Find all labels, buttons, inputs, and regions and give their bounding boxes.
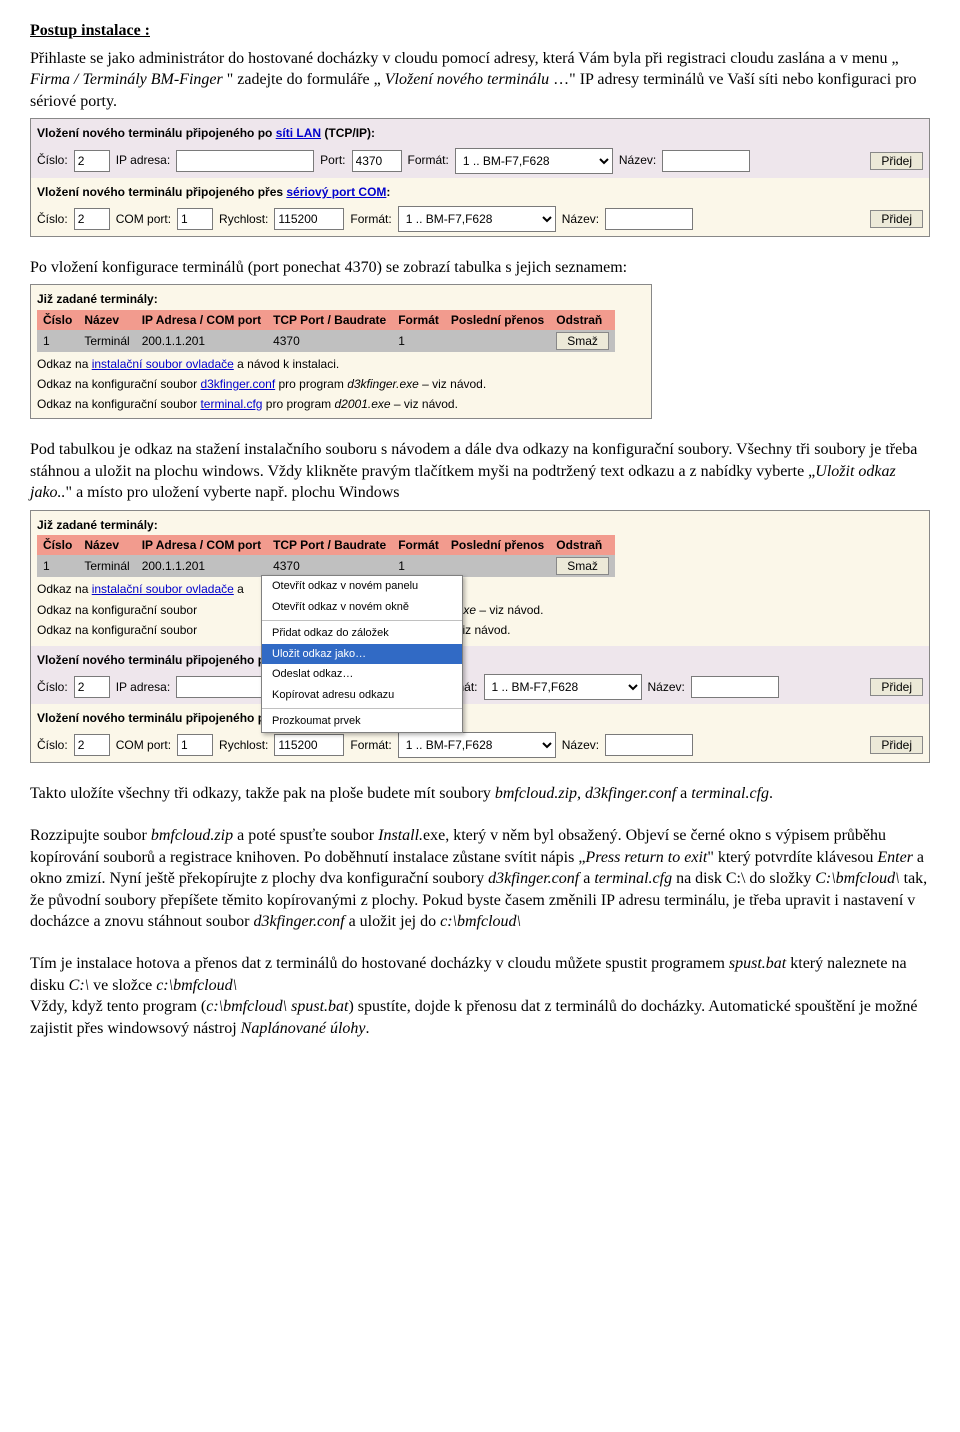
th-format: Formát <box>392 310 445 330</box>
comport-label: COM port: <box>116 211 171 227</box>
lan-heading: Vložení nového terminálu připojeného po … <box>31 119 929 141</box>
install-link-2[interactable]: instalační soubor ovladače <box>92 582 234 596</box>
menu-separator <box>262 620 462 621</box>
menu-item[interactable]: Otevřít odkaz v novém okně <box>262 597 462 618</box>
ip-input-2[interactable] <box>176 676 264 698</box>
note-install: Odkaz na instalační soubor ovladače a ná… <box>31 354 651 374</box>
com-cislo-input-2[interactable] <box>74 734 110 756</box>
after-overlay-p1: Takto uložíte všechny tři odkazy, takže … <box>30 783 930 805</box>
terminals-table: Číslo Název IP Adresa / COM port TCP Por… <box>37 310 615 352</box>
format-select-2[interactable]: 1 .. BM-F7,F628 <box>484 674 642 700</box>
rychlost-label: Rychlost: <box>219 211 268 227</box>
th-ip: IP Adresa / COM port <box>136 310 267 330</box>
ip-label: IP adresa: <box>116 152 170 168</box>
port-input[interactable] <box>352 150 402 172</box>
menu-item[interactable]: Prozkoumat prvek <box>262 711 462 732</box>
terminals-table-panel: Již zadané terminály: Číslo Název IP Adr… <box>30 284 652 419</box>
add-lan-button-2[interactable]: Přidej <box>870 678 923 696</box>
note-conf2: Odkaz na konfigurační soubor terminal.cf… <box>31 394 651 418</box>
menu-separator <box>262 708 462 709</box>
delete-button[interactable]: Smaž <box>556 332 609 350</box>
menu-item[interactable]: Kopírovat adresu odkazu <box>262 685 462 706</box>
comport-input[interactable] <box>177 208 213 230</box>
format-label: Formát: <box>408 152 449 168</box>
after-overlay-p3: Tím je instalace hotova a přenos dat z t… <box>30 953 930 1039</box>
comport-input-2[interactable] <box>177 734 213 756</box>
port-label: Port: <box>320 152 345 168</box>
context-menu: Otevřít odkaz v novém paneluOtevřít odka… <box>261 575 463 733</box>
intro-paragraph: Přihlaste se jako administrátor do hosto… <box>30 48 930 113</box>
nazev-label: Název: <box>619 152 656 168</box>
menu-item[interactable]: Odeslat odkaz… <box>262 664 462 685</box>
table-heading: Již zadané terminály: <box>31 285 651 307</box>
after-panel1-text: Po vložení konfigurace terminálů (port p… <box>30 257 930 279</box>
cislo-input[interactable] <box>74 150 110 172</box>
page-title: Postup instalace : <box>30 20 930 42</box>
rychlost-input-2[interactable] <box>274 734 344 756</box>
th-prenos: Poslední přenos <box>445 310 550 330</box>
delete-button-2[interactable]: Smaž <box>556 557 609 575</box>
com-heading: Vložení nového terminálu připojeného pře… <box>31 178 929 200</box>
d3kfinger-link[interactable]: d3kfinger.conf <box>200 377 275 391</box>
rychlost-input[interactable] <box>274 208 344 230</box>
add-lan-button[interactable]: Přidej <box>870 152 923 170</box>
install-link[interactable]: instalační soubor ovladače <box>92 357 234 371</box>
lan-link[interactable]: síti LAN <box>276 126 321 140</box>
th-nazev: Název <box>78 310 135 330</box>
ip-input[interactable] <box>176 150 314 172</box>
com-nazev-input-2[interactable] <box>605 734 693 756</box>
com-format-select-2[interactable]: 1 .. BM-F7,F628 <box>398 732 556 758</box>
menu-item[interactable]: Otevřít odkaz v novém panelu <box>262 576 462 597</box>
com-nazev-input[interactable] <box>605 208 693 230</box>
format-select[interactable]: 1 .. BM-F7,F628 <box>455 148 613 174</box>
com-format-select[interactable]: 1 .. BM-F7,F628 <box>398 206 556 232</box>
menu-item[interactable]: Přidat odkaz do záložek <box>262 623 462 644</box>
terminals-table-2: Číslo Název IP Adresa / COM port TCP Por… <box>37 535 615 577</box>
terminalcfg-link[interactable]: terminal.cfg <box>200 397 262 411</box>
note-conf1: Odkaz na konfigurační soubor d3kfinger.c… <box>31 374 651 394</box>
table-row: 1 Terminál 200.1.1.201 4370 1 Smaž <box>37 330 615 352</box>
add-terminal-panel-1: Vložení nového terminálu připojeného po … <box>30 118 930 236</box>
nazev-input[interactable] <box>662 150 750 172</box>
com-link[interactable]: sériový port COM <box>286 185 386 199</box>
menu-item[interactable]: Uložit odkaz jako… <box>262 644 462 665</box>
nazev-input-2[interactable] <box>691 676 779 698</box>
th-port: TCP Port / Baudrate <box>267 310 392 330</box>
cislo-label: Číslo: <box>37 152 68 168</box>
terminals-panel-with-menu: Již zadané terminály: Číslo Název IP Adr… <box>30 510 930 763</box>
add-com-button-2[interactable]: Přidej <box>870 736 923 754</box>
after-overlay-p2: Rozzipujte soubor bmfcloud.zip a poté sp… <box>30 825 930 933</box>
com-cislo-input[interactable] <box>74 208 110 230</box>
th-odstran: Odstraň <box>550 310 615 330</box>
add-com-button[interactable]: Přidej <box>870 210 923 228</box>
th-cislo: Číslo <box>37 310 78 330</box>
cislo-input-2[interactable] <box>74 676 110 698</box>
mid-paragraph: Pod tabulkou je odkaz na stažení instala… <box>30 439 930 504</box>
